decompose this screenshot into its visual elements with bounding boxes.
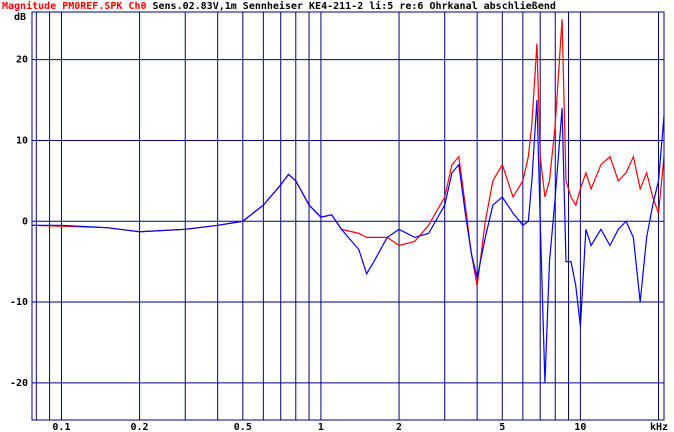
y-tick-label: -10 <box>10 297 28 308</box>
x-tick-label: 0.2 <box>131 422 149 432</box>
x-tick-label: 10 <box>574 422 586 432</box>
x-tick-label: 0.5 <box>234 422 252 432</box>
grid <box>32 12 664 420</box>
x-tick-label: 2 <box>396 422 402 432</box>
chart-title: Magnitude PM0REF.SPK Ch0 <box>2 0 147 12</box>
x-tick-label: 0.1 <box>52 422 70 432</box>
x-tick-label: 5 <box>499 422 505 432</box>
y-tick-label: 20 <box>16 55 28 66</box>
y-tick-label: 10 <box>16 135 28 146</box>
chart-heading: Magnitude PM0REF.SPK Ch0 Sens.02.83V,1m S… <box>2 0 556 12</box>
y-tick-label: -20 <box>10 378 28 389</box>
y-tick-label: 0 <box>22 216 28 227</box>
x-axis-label: kHz <box>650 422 668 432</box>
series-line <box>32 100 665 383</box>
chart-subtitle: Sens.02.83V,1m Sennheiser KE4-211-2 li:5… <box>153 0 556 12</box>
plot-frame <box>31 11 665 421</box>
plot <box>31 19 665 383</box>
y-axis-label: dB <box>14 12 26 23</box>
x-tick-label: 1 <box>318 422 324 432</box>
